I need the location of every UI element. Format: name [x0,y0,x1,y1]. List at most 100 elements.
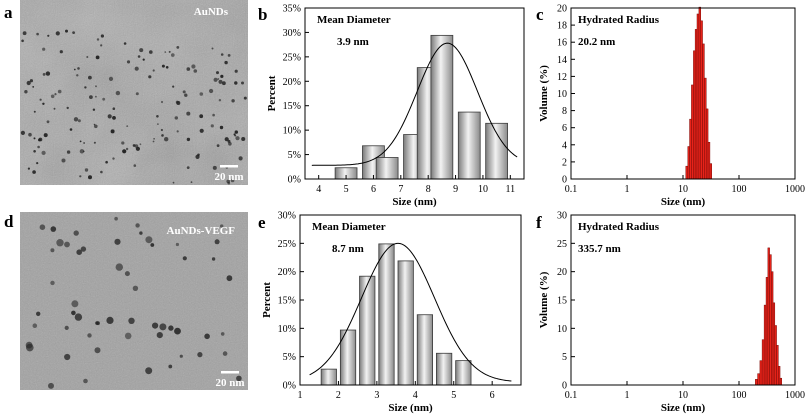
bar [755,379,758,386]
tem-particle [69,128,73,131]
tem-particle [83,378,88,384]
tem-particle [36,311,41,316]
tem-particle [72,31,75,34]
annotation-value: 20.2 nm [578,36,615,48]
tem-particle [79,149,85,154]
tem-particle [54,93,57,96]
tem-particle [135,223,140,228]
tem-particle [20,130,25,135]
x-tick-label: 11 [505,184,515,195]
tem-particle [209,88,214,94]
tem-particle [240,192,244,196]
tem-particle [160,128,163,132]
bar [774,325,777,386]
tem-particle [45,71,51,76]
tem-particle [56,239,64,247]
tem-particle [83,150,85,153]
tem-particle [150,243,155,247]
tem-particle [110,129,115,134]
tem-particle [76,74,79,77]
tem-particle [114,216,118,221]
scale-bar-a [220,165,238,168]
tem-particle [224,137,229,142]
tem-particle [168,325,174,331]
x-tick-label: 7 [398,184,403,195]
tem-particle [174,327,181,335]
bar [397,260,414,386]
y-axis-label: Volume (%) [538,271,550,328]
y-tick-label: 0% [288,175,301,186]
tem-particle [135,92,139,96]
bar [765,277,769,386]
bar [685,165,689,180]
bar [694,29,698,180]
tem-particle [33,110,36,113]
y-tick-label: 0% [283,381,296,392]
tem-particle [182,256,187,261]
x-tick-label: 100 [732,390,747,401]
tem-particle [152,140,155,143]
x-tick-label: 1000 [785,184,805,195]
tem-particle [100,34,104,38]
tem-particle [186,166,190,170]
tem-particle [175,242,179,247]
tem-particle [241,81,244,85]
tem-particle [182,90,186,94]
tem-particle [89,95,93,99]
bar [705,108,709,180]
y-tick-label: 35% [283,4,301,15]
panel-letter-a: a [4,3,13,22]
tem-particle [50,280,55,286]
tem-particle [65,29,68,33]
tem-particle [219,125,224,130]
tem-particle [134,66,139,71]
bar [704,77,707,180]
tem-particle [73,68,76,71]
annotation-value: 3.9 nm [337,36,369,48]
tem-particle [226,179,230,184]
tem-particle [112,157,115,160]
tem-particle [64,325,69,330]
tem-particle [50,248,55,253]
tem-particle [186,111,191,116]
tem-particle [216,71,219,75]
x-tick-label: 2 [336,390,341,401]
y-tick-label: 6 [562,123,567,134]
tem-particle [33,150,36,153]
bar [767,247,770,386]
tem-particle [95,95,97,98]
tem-particle [73,117,79,122]
tem-particle [244,190,246,192]
tem-label-d: AuNDs-VEGF [167,225,236,237]
tem-particle [204,333,210,340]
tem-particle [125,147,129,151]
panel-letter-b: b [258,5,267,24]
tem-particle [145,236,153,244]
bar [693,50,696,180]
y-tick-label: 25% [278,239,296,250]
x-tick-label: 4 [413,390,418,401]
tem-particle [135,146,140,151]
y-tick-label: 14 [557,55,567,66]
tem-particle [46,120,50,124]
tem-particle [100,44,103,47]
y-tick-label: 8 [562,106,567,117]
x-tick-label: 8 [426,184,431,195]
bar [687,146,690,180]
tem-particle [38,138,41,142]
tem-particle [159,323,167,331]
tem-particle [176,130,179,133]
tem-particle [71,300,79,308]
y-tick-label: 5% [288,150,301,161]
tem-particle [230,178,235,183]
y-tick-label: 10% [283,126,301,137]
tem-particle [193,69,198,73]
tem-particle [234,81,238,85]
tem-label-a: AuNDs [194,6,229,18]
tem-particle [133,164,137,167]
tem-particle [123,42,127,45]
tem-particle [26,80,31,86]
tem-particle [83,142,85,144]
x-tick-label: 5 [451,390,456,401]
y-tick-label: 30% [283,28,301,39]
